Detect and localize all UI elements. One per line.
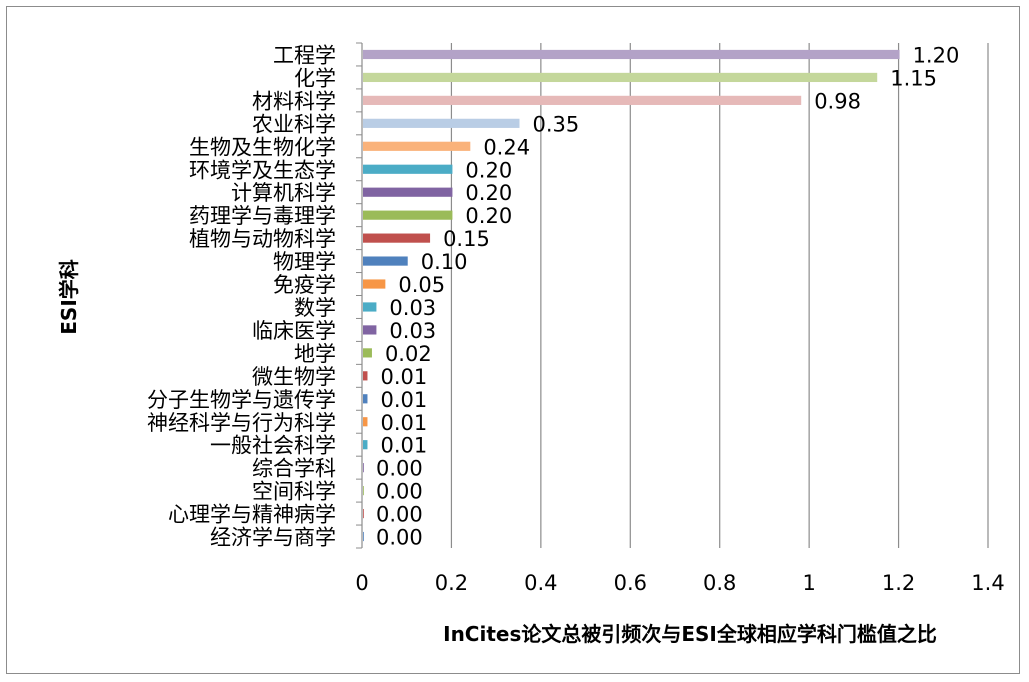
y-axis-title: ESI学科 — [57, 259, 81, 335]
category-label: 免疫学 — [273, 273, 336, 297]
data-label: 0.00 — [376, 526, 423, 550]
bar — [363, 141, 471, 151]
data-label: 0.20 — [465, 181, 512, 205]
x-tick-label: 0.6 — [614, 571, 647, 595]
data-label: 0.10 — [421, 250, 468, 274]
category-label: 综合学科 — [252, 457, 336, 481]
data-label: 0.03 — [389, 296, 436, 320]
bar — [363, 348, 372, 358]
category-label: 物理学 — [273, 250, 336, 274]
data-label: 0.20 — [465, 204, 512, 228]
data-label: 0.98 — [814, 89, 861, 113]
x-axis-title: InCites论文总被引频次与ESI全球相应学科门槛值之比 — [443, 622, 937, 646]
bar — [363, 325, 377, 335]
axes: 0 0.2 0.4 0.6 0.8 1 1.2 1.4 工程学化学材料科学农业科学生物及生物化学… — [147, 42, 1005, 595]
bar — [363, 302, 377, 312]
category-label: 生物及生物化学 — [189, 135, 336, 159]
data-label: 0.02 — [385, 342, 432, 366]
data-label: 0.01 — [380, 434, 427, 458]
bar — [363, 463, 364, 473]
data-label: 0.05 — [398, 273, 445, 297]
category-label: 材料科学 — [252, 89, 336, 113]
category-label: 一般社会科学 — [210, 434, 336, 458]
data-label: 1.20 — [913, 43, 960, 67]
bar — [363, 417, 368, 427]
bar — [363, 531, 364, 542]
bar — [363, 49, 900, 60]
category-label: 环境学及生态学 — [189, 158, 336, 182]
bar — [363, 233, 431, 243]
bar — [363, 72, 878, 83]
bar — [363, 279, 386, 289]
category-label: 化学 — [294, 66, 336, 90]
bar — [363, 486, 364, 496]
data-label: 1.15 — [890, 66, 937, 90]
category-label: 农业科学 — [252, 112, 336, 136]
data-label: 0.20 — [465, 158, 512, 182]
data-label: 0.35 — [533, 112, 580, 136]
data-label: 0.01 — [380, 388, 427, 412]
data-label: 0.00 — [376, 480, 423, 504]
bar — [363, 440, 368, 450]
x-tick-label: 1.4 — [971, 571, 1004, 595]
category-label: 临床医学 — [252, 319, 336, 343]
x-tick-label: 0.8 — [703, 571, 736, 595]
data-label: 0.01 — [380, 365, 427, 389]
category-label: 分子生物学与遗传学 — [147, 388, 336, 412]
category-label: 地学 — [294, 342, 336, 366]
category-label: 工程学 — [273, 43, 336, 67]
data-label: 0.24 — [483, 135, 530, 159]
data-labels: 1.201.150.980.350.240.200.200.200.150.10… — [376, 43, 959, 549]
bar — [363, 210, 453, 220]
category-label: 微生物学 — [252, 365, 336, 389]
bar — [363, 508, 364, 519]
chart-frame — [6, 6, 1020, 674]
category-label: 神经科学与行为科学 — [147, 411, 336, 435]
bar — [363, 394, 368, 404]
x-tick-label: 0 — [355, 571, 368, 595]
data-label: 0.15 — [443, 227, 490, 251]
data-label: 0.03 — [389, 319, 436, 343]
bar — [363, 371, 368, 381]
data-label: 0.00 — [376, 503, 423, 527]
bar — [363, 256, 408, 266]
bar — [363, 95, 802, 105]
category-label: 心理学与精神病学 — [168, 503, 336, 527]
bar — [363, 118, 520, 128]
x-tick-label: 0.2 — [435, 571, 468, 595]
data-label: 0.00 — [376, 457, 423, 481]
category-label: 经济学与商学 — [210, 526, 336, 550]
x-tick-label: 1.2 — [882, 571, 915, 595]
bars — [363, 49, 900, 542]
x-tick-label: 1 — [802, 571, 815, 595]
data-label: 0.01 — [380, 411, 427, 435]
category-label: 植物与动物科学 — [189, 227, 336, 251]
bar — [363, 164, 453, 174]
category-label: 药理学与毒理学 — [189, 204, 336, 228]
category-label: 空间科学 — [252, 480, 336, 504]
x-tick-label: 0.4 — [524, 571, 557, 595]
category-label: 数学 — [294, 296, 336, 320]
category-label: 计算机科学 — [231, 181, 336, 205]
bar — [363, 187, 453, 197]
